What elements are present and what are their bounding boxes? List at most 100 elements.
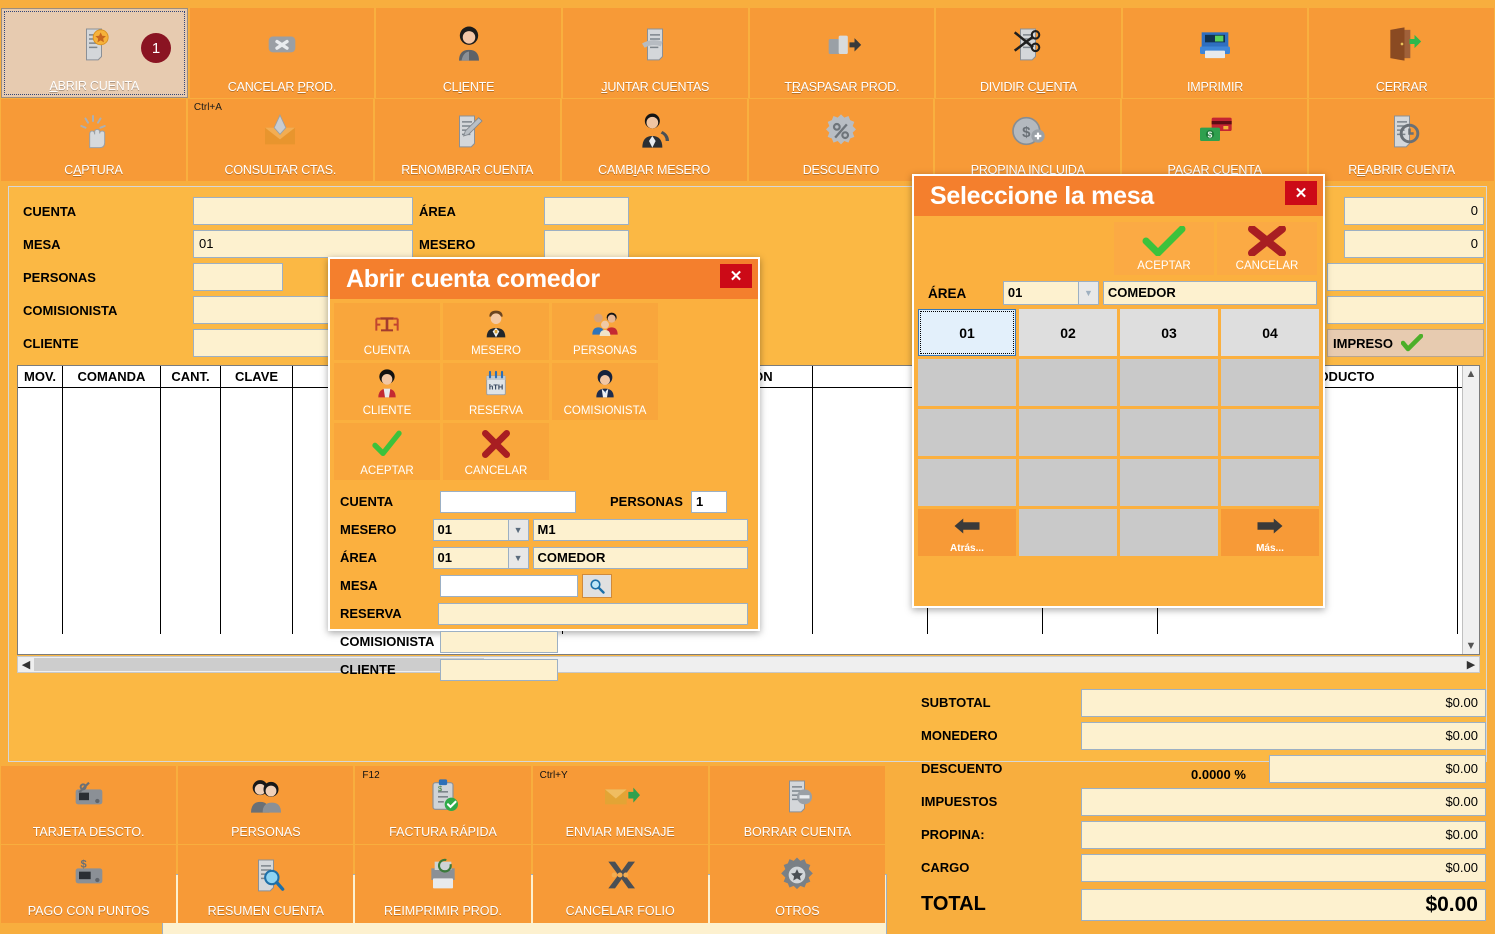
dialog-mesa-cancelar-button[interactable]: CANCELAR xyxy=(1217,222,1317,275)
mesa-nav-more[interactable]: Más... xyxy=(1221,509,1319,556)
impreso-checkbox[interactable]: IMPRESO xyxy=(1327,329,1484,357)
toolbar-button-renombrar-cuenta[interactable]: RENOMBRAR CUENTA xyxy=(374,99,560,181)
input-cuenta[interactable] xyxy=(193,197,413,225)
mesa-cell-empty[interactable] xyxy=(1019,459,1117,506)
dialog-abrir-close-button[interactable]: ✕ xyxy=(720,264,752,288)
input-area[interactable] xyxy=(544,197,629,225)
dlg-input-reserva[interactable] xyxy=(437,602,748,625)
toolbar-button-propina-incluida[interactable]: $ PROPINA INCLUIDA xyxy=(935,99,1121,181)
magnifier-icon[interactable] xyxy=(582,573,612,598)
toolbar-button-pagar-cuenta[interactable]: $ PAGAR CUENTA xyxy=(1122,99,1308,181)
toolbar-button-cliente[interactable]: CLIENTE xyxy=(376,8,561,98)
mesa-cell-04[interactable]: 04 xyxy=(1221,309,1319,356)
total-value[interactable]: $0.00 xyxy=(1081,853,1486,882)
input-right-text1[interactable] xyxy=(1327,263,1484,291)
dialog-abrir-button-cliente[interactable]: CLIENTE xyxy=(334,363,440,420)
grid-column-cells[interactable] xyxy=(221,388,293,634)
toolbar-button-cancelar-prod[interactable]: CANCELAR PROD. xyxy=(189,8,375,98)
input-mesero[interactable] xyxy=(544,230,629,258)
action-button-reimprimir-prod[interactable]: REIMPRIMIR PROD. xyxy=(355,845,531,923)
grid-column-cells[interactable] xyxy=(18,388,63,634)
mesa-cell-02[interactable]: 02 xyxy=(1019,309,1117,356)
action-button-otros[interactable]: OTROS xyxy=(709,845,886,923)
grid-vertical-scrollbar[interactable]: ▲ ▼ xyxy=(1462,366,1479,654)
dialog-abrir-button-personas[interactable]: PERSONAS xyxy=(552,303,658,360)
mesa-cell-empty[interactable] xyxy=(1120,459,1218,506)
toolbar-button-dividir-cuenta[interactable]: DIVIDIR CUENTA xyxy=(936,8,1121,98)
toolbar-button-consultar-ctas[interactable]: Ctrl+A CONSULTAR CTAS. xyxy=(187,99,373,181)
mesa-cell-empty[interactable] xyxy=(918,409,1016,456)
grid-column-header[interactable]: COMANDA xyxy=(63,366,161,387)
toolbar-button-traspasar-prod[interactable]: TRASPASAR PROD. xyxy=(749,8,935,98)
dialog-mesa-area-combo[interactable]: 01 ▼ xyxy=(1002,281,1099,305)
grid-column-cells[interactable] xyxy=(813,388,928,634)
dialog-abrir-button-mesero[interactable]: MESERO xyxy=(443,303,549,360)
mesa-cell-empty[interactable] xyxy=(918,459,1016,506)
mesa-cell-empty[interactable] xyxy=(1221,459,1319,506)
scroll-left-icon[interactable]: ◀ xyxy=(21,659,31,671)
chevron-down-icon[interactable]: ▼ xyxy=(1078,281,1099,305)
grid-column-header[interactable]: CANT. xyxy=(161,366,221,387)
total-value[interactable]: $0.00 xyxy=(1269,754,1486,783)
mesa-cell-empty[interactable] xyxy=(1019,409,1117,456)
mesa-cell-empty[interactable] xyxy=(1221,359,1319,406)
scroll-down-icon[interactable]: ▼ xyxy=(1465,640,1477,652)
chevron-down-icon[interactable]: ▼ xyxy=(508,518,529,541)
action-button-factura-r-pida[interactable]: F12 $ FACTURA RÁPIDA xyxy=(355,766,531,844)
scroll-right-icon[interactable]: ▶ xyxy=(1466,659,1476,671)
input-right-text2[interactable] xyxy=(1327,296,1484,324)
input-right-num2[interactable]: 0 xyxy=(1344,230,1484,258)
grid-column-cells[interactable] xyxy=(1158,388,1458,634)
dlg-input-mesero-name[interactable]: M1 xyxy=(532,518,748,541)
dlg-input-personas[interactable]: 1 xyxy=(690,490,727,513)
action-button-tarjeta-descto[interactable]: TARJETA DESCTO. xyxy=(1,766,177,844)
dialog-mesa-close-button[interactable]: ✕ xyxy=(1285,181,1317,205)
dialog-abrir-button-cancelar[interactable]: CANCELAR xyxy=(443,423,549,480)
dlg-input-cuenta[interactable] xyxy=(440,490,576,513)
total-value[interactable]: $0.00 xyxy=(1081,820,1486,849)
dlg-input-mesa[interactable] xyxy=(440,574,578,597)
dlg-input-comisionista[interactable] xyxy=(440,630,558,653)
dialog-mesa-aceptar-button[interactable]: ACEPTAR xyxy=(1114,222,1214,275)
mesa-cell-empty[interactable] xyxy=(1120,409,1218,456)
dlg-combo-area[interactable]: 01 ▼ xyxy=(432,546,529,569)
input-mesa[interactable]: 01 xyxy=(193,230,413,258)
toolbar-button-imprimir[interactable]: IMPRIMIR xyxy=(1122,8,1308,98)
dialog-abrir-button-cuenta[interactable]: CUENTA xyxy=(334,303,440,360)
total-value[interactable]: $0.00 xyxy=(1081,688,1486,717)
action-button-resumen-cuenta[interactable]: RESUMEN CUENTA xyxy=(178,845,354,923)
total-value[interactable]: $0.00 xyxy=(1081,888,1486,921)
total-value[interactable]: $0.00 xyxy=(1081,721,1486,750)
grid-column-header[interactable]: MOV. xyxy=(18,366,63,387)
toolbar-button-captura[interactable]: CAPTURA xyxy=(1,99,186,181)
toolbar-button-juntar-cuentas[interactable]: JUNTAR CUENTAS xyxy=(562,8,748,98)
grid-horizontal-scrollbar[interactable]: ◀ ▶ xyxy=(17,656,1480,673)
dialog-mesa-area-name[interactable]: COMEDOR xyxy=(1102,281,1317,305)
total-value[interactable]: $0.00 xyxy=(1081,787,1486,816)
grid-column-cells[interactable] xyxy=(563,388,813,634)
mesa-cell-empty[interactable] xyxy=(1120,359,1218,406)
toolbar-button-cambiar-mesero[interactable]: CAMBIAR MESERO xyxy=(561,99,747,181)
dlg-input-area-name[interactable]: COMEDOR xyxy=(532,546,748,569)
grid-column-cells[interactable] xyxy=(63,388,161,634)
action-button-borrar-cuenta[interactable]: BORRAR CUENTA xyxy=(709,766,886,844)
action-button-pago-con-puntos[interactable]: $ PAGO CON PUNTOS xyxy=(1,845,177,923)
scroll-up-icon[interactable]: ▲ xyxy=(1465,368,1477,380)
mesa-cell-empty[interactable] xyxy=(1019,509,1117,556)
grid-column-header[interactable] xyxy=(813,366,928,387)
dlg-combo-mesero[interactable]: 01 ▼ xyxy=(432,518,529,541)
mesa-cell-empty[interactable] xyxy=(1221,409,1319,456)
action-button-personas[interactable]: PERSONAS xyxy=(178,766,354,844)
mesa-cell-03[interactable]: 03 xyxy=(1120,309,1218,356)
grid-column-cells[interactable] xyxy=(161,388,221,634)
mesa-nav-back[interactable]: Atrás... xyxy=(918,509,1016,556)
toolbar-button-cerrar[interactable]: CERRAR xyxy=(1309,8,1494,98)
dialog-abrir-button-reserva[interactable]: hTH RESERVA xyxy=(443,363,549,420)
toolbar-button-descuento[interactable]: DESCUENTO xyxy=(748,99,934,181)
input-personas[interactable] xyxy=(193,263,283,291)
mesa-cell-empty[interactable] xyxy=(918,359,1016,406)
mesa-cell-01[interactable]: 01 xyxy=(918,309,1016,356)
mesa-cell-empty[interactable] xyxy=(1019,359,1117,406)
action-button-enviar-mensaje[interactable]: Ctrl+Y ENVIAR MENSAJE xyxy=(532,766,708,844)
input-right-num1[interactable]: 0 xyxy=(1344,197,1484,225)
